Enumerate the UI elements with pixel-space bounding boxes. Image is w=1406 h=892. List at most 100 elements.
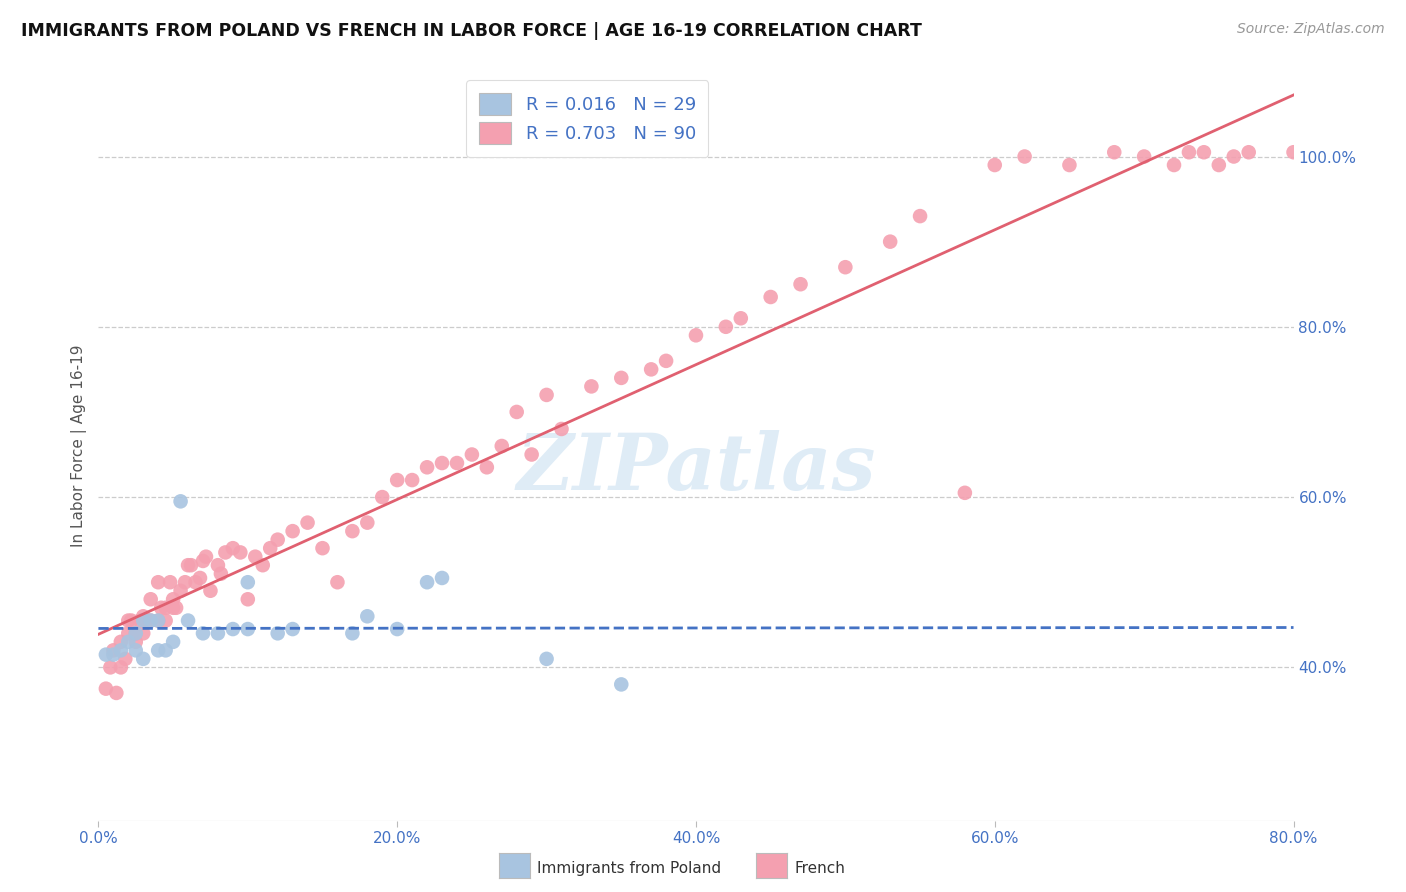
Point (1163, 158, 1185, 172)
Point (236, 622, 259, 636)
Point (1282, 145, 1305, 160)
Point (110, 643, 132, 657)
Point (356, 609, 378, 624)
Point (132, 652, 155, 666)
Point (267, 533, 290, 547)
Point (125, 635, 148, 649)
Point (297, 516, 319, 530)
Point (148, 575, 170, 590)
Point (640, 362, 662, 376)
Point (610, 371, 633, 385)
Point (169, 494, 191, 508)
Point (110, 635, 132, 649)
Point (326, 575, 349, 590)
Point (356, 516, 378, 530)
Point (385, 622, 409, 636)
Point (177, 558, 200, 573)
Point (132, 626, 155, 640)
Point (506, 405, 529, 419)
Point (1223, 149, 1246, 163)
Point (236, 592, 259, 607)
Point (491, 439, 513, 453)
Point (550, 422, 572, 436)
Point (1059, 158, 1081, 172)
Point (461, 448, 484, 462)
Point (416, 460, 439, 475)
Point (150, 600, 173, 615)
Point (245, 549, 267, 564)
Point (139, 614, 162, 628)
Point (430, 571, 453, 585)
Text: IMMIGRANTS FROM POLAND VS FRENCH IN LABOR FORCE | AGE 16-19 CORRELATION CHART: IMMIGRANTS FROM POLAND VS FRENCH IN LABO… (21, 22, 922, 40)
Point (1133, 149, 1156, 163)
Point (105, 686, 128, 700)
Point (155, 614, 177, 628)
Point (162, 600, 184, 615)
Point (1014, 149, 1036, 163)
Point (281, 622, 304, 636)
Point (110, 660, 132, 674)
Text: French: French (794, 862, 845, 876)
Point (416, 575, 439, 590)
Point (125, 626, 148, 640)
Point (135, 614, 157, 628)
Point (159, 575, 181, 590)
Point (200, 583, 222, 598)
Point (180, 558, 202, 573)
Point (214, 545, 236, 559)
Point (195, 549, 218, 564)
Point (730, 311, 752, 326)
Point (117, 635, 139, 649)
Point (117, 614, 139, 628)
Point (94, 648, 117, 662)
Point (207, 626, 229, 640)
Point (430, 456, 453, 470)
Point (446, 456, 468, 470)
Y-axis label: In Labor Force | Age 16-19: In Labor Force | Age 16-19 (72, 344, 87, 548)
Point (148, 643, 170, 657)
Legend: R = 0.016   N = 29, R = 0.703   N = 90: R = 0.016 N = 29, R = 0.703 N = 90 (465, 80, 709, 157)
Point (117, 626, 139, 640)
Point (371, 490, 394, 504)
Point (148, 614, 170, 628)
Point (834, 260, 856, 275)
Point (281, 524, 304, 538)
Point (714, 319, 737, 334)
Point (520, 448, 543, 462)
Point (908, 209, 931, 223)
Point (252, 558, 274, 573)
Point (162, 592, 184, 607)
Point (267, 626, 290, 640)
Point (120, 614, 142, 628)
Point (953, 485, 976, 500)
Point (536, 652, 558, 666)
Point (132, 609, 155, 624)
Point (581, 379, 603, 393)
Text: Source: ZipAtlas.com: Source: ZipAtlas.com (1237, 22, 1385, 37)
Point (342, 524, 364, 538)
Point (148, 614, 170, 628)
Point (177, 614, 200, 628)
Point (129, 614, 152, 628)
Point (685, 328, 707, 343)
Point (222, 622, 245, 636)
Point (789, 277, 811, 292)
Point (759, 290, 782, 304)
Point (98, 660, 122, 674)
Point (103, 648, 125, 662)
Point (125, 643, 148, 657)
Point (610, 677, 633, 691)
Point (401, 473, 423, 487)
Point (162, 635, 184, 649)
Point (385, 473, 409, 487)
Point (191, 554, 214, 568)
Point (236, 575, 259, 590)
Point (125, 626, 148, 640)
Point (207, 558, 229, 573)
Point (1208, 158, 1230, 172)
Text: ZIPatlas: ZIPatlas (516, 430, 876, 507)
Point (139, 592, 162, 607)
Point (475, 460, 498, 475)
Point (655, 354, 678, 368)
Point (342, 626, 364, 640)
